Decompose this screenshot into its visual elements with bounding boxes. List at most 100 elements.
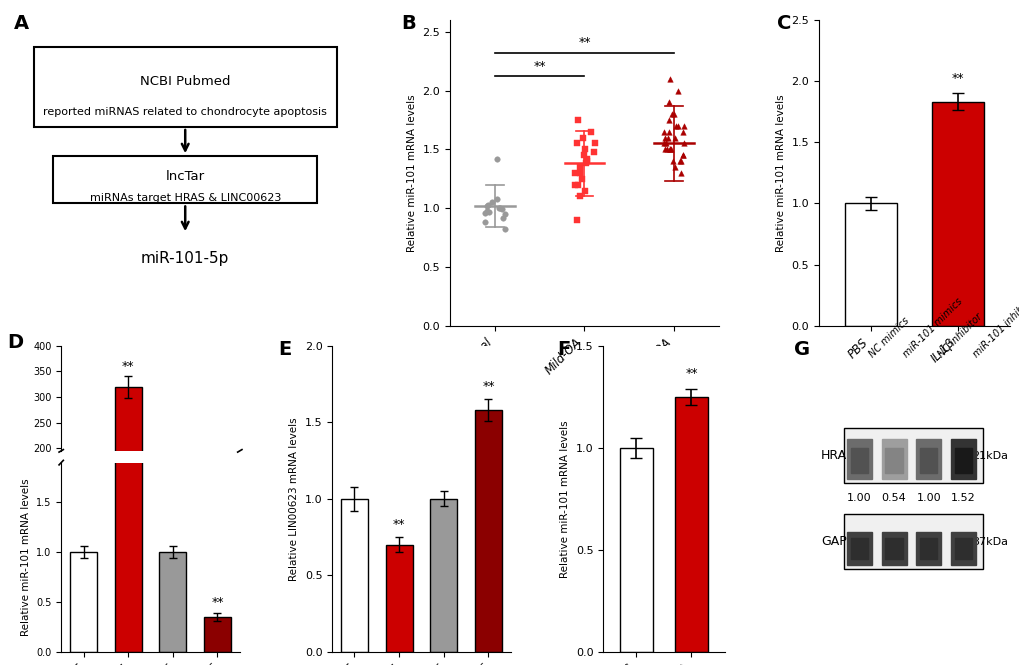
Bar	[850, 448, 867, 473]
Text: miR-101-5p: miR-101-5p	[141, 251, 229, 266]
Text: HRAS: HRAS	[820, 450, 854, 462]
Text: G: G	[793, 340, 809, 358]
Point	[570, 114, 586, 125]
Bar	[919, 448, 936, 473]
Text: 1.00: 1.00	[846, 493, 871, 503]
Point	[672, 156, 688, 166]
Text: reported miRNAS related to chondrocyte apoptosis: reported miRNAS related to chondrocyte a…	[43, 106, 327, 117]
Text: A: A	[14, 14, 29, 33]
Point	[488, 194, 504, 204]
Point	[480, 206, 496, 217]
Point	[577, 144, 593, 155]
Bar	[954, 448, 971, 473]
Bar	[844, 203, 896, 326]
Point	[666, 132, 683, 143]
Bar	[159, 552, 186, 652]
Point	[672, 168, 688, 178]
Point	[566, 180, 582, 190]
Point	[667, 120, 684, 131]
Text: **: **	[578, 37, 590, 49]
Text: D: D	[7, 333, 23, 352]
Bar	[930, 102, 982, 326]
Point	[488, 154, 504, 164]
Text: 1.00: 1.00	[915, 493, 941, 503]
Point	[675, 150, 691, 160]
Point	[586, 138, 602, 149]
Point	[496, 209, 513, 219]
Point	[569, 215, 585, 225]
Bar	[204, 617, 230, 652]
Text: 0.54: 0.54	[880, 493, 906, 503]
Point	[491, 203, 507, 213]
FancyBboxPatch shape	[53, 156, 317, 203]
Text: **: **	[685, 368, 697, 380]
Point	[576, 186, 592, 196]
Text: GAPDH: GAPDH	[820, 535, 865, 548]
Point	[578, 158, 594, 169]
Y-axis label: Relative miR-101 mRNA levels: Relative miR-101 mRNA levels	[20, 478, 31, 636]
Point	[572, 168, 588, 178]
Text: miR-101 mimics: miR-101 mimics	[901, 296, 964, 359]
Point	[586, 146, 602, 157]
Point	[659, 132, 676, 143]
Point	[568, 138, 584, 149]
Text: **: **	[122, 360, 135, 373]
Bar	[950, 439, 975, 479]
Text: 37kDa: 37kDa	[971, 537, 1007, 547]
Bar	[385, 545, 412, 652]
Point	[657, 138, 674, 149]
Point	[572, 191, 588, 201]
Point	[479, 201, 495, 211]
Point	[660, 126, 677, 137]
Point	[491, 203, 507, 213]
Point	[655, 138, 672, 149]
Point	[658, 144, 675, 155]
Bar	[880, 532, 906, 565]
Point	[675, 150, 691, 160]
Point	[660, 97, 677, 108]
Point	[668, 85, 685, 96]
Point	[494, 212, 511, 223]
Point	[655, 126, 672, 137]
Bar	[620, 448, 652, 652]
Bar	[846, 532, 871, 565]
Bar	[884, 448, 902, 473]
Bar	[115, 0, 142, 652]
Point	[673, 156, 689, 166]
Point	[575, 132, 591, 143]
Point	[573, 174, 589, 184]
Y-axis label: Relative LIN00623 mRNA levels: Relative LIN00623 mRNA levels	[288, 417, 299, 581]
Text: C: C	[776, 14, 791, 33]
Text: F: F	[556, 340, 570, 358]
FancyBboxPatch shape	[34, 47, 336, 127]
Text: **: **	[533, 60, 545, 73]
Bar	[340, 499, 368, 652]
Bar	[880, 439, 906, 479]
Bar	[919, 538, 936, 559]
Point	[493, 204, 510, 215]
Bar	[850, 538, 867, 559]
Point	[665, 109, 682, 120]
Text: 1.52: 1.52	[950, 493, 975, 503]
Text: B: B	[401, 14, 416, 33]
Point	[665, 162, 682, 172]
Bar	[915, 439, 941, 479]
Bar	[430, 499, 457, 652]
Bar	[846, 439, 871, 479]
Bar	[675, 397, 707, 652]
Point	[496, 224, 513, 235]
Point	[479, 200, 495, 210]
Point	[578, 154, 594, 164]
Point	[656, 144, 673, 155]
Bar	[475, 410, 501, 652]
Point	[676, 120, 692, 131]
Y-axis label: Relative miR-101 mRNA levels: Relative miR-101 mRNA levels	[407, 94, 417, 252]
Bar	[70, 552, 97, 652]
Point	[661, 144, 678, 155]
Point	[661, 144, 678, 155]
Point	[479, 205, 495, 216]
Text: miR-101 inhibitor: miR-101 inhibitor	[970, 292, 1019, 359]
Text: **: **	[211, 596, 223, 609]
Text: NCBI Pubmed: NCBI Pubmed	[140, 74, 230, 88]
Text: NC mimics: NC mimics	[866, 315, 910, 359]
